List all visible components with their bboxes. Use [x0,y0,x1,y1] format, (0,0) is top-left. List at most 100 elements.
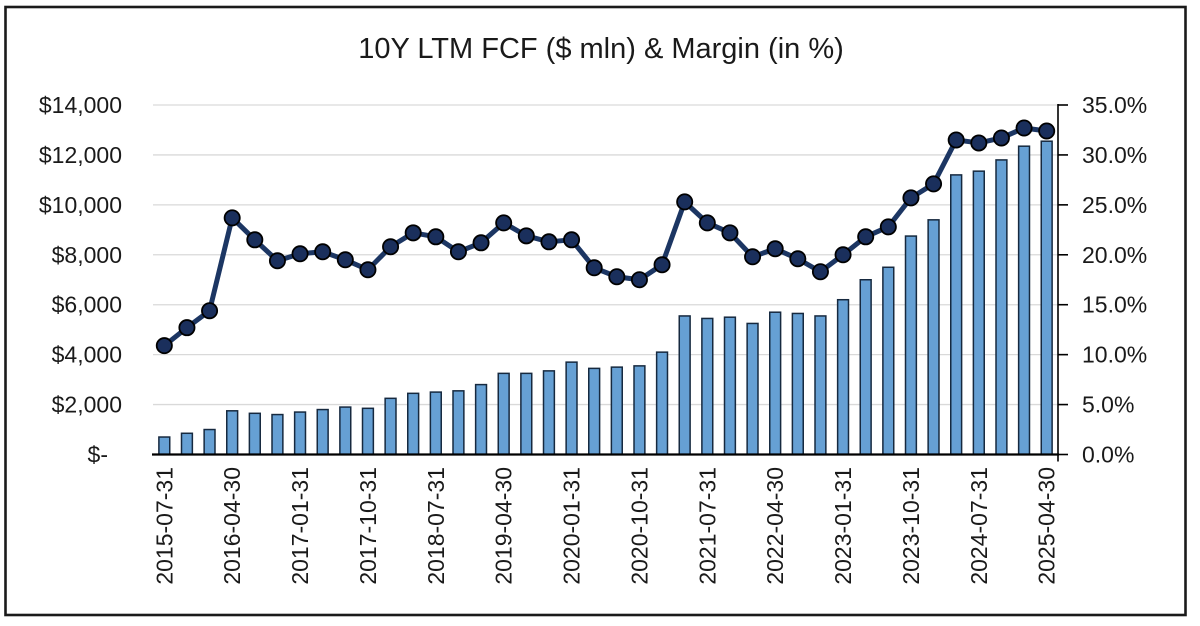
fcf-bar [316,408,329,456]
margin-line-marker [721,224,739,242]
fcf-bar [497,372,510,456]
margin-line-marker [1015,119,1033,137]
fcf-bar [927,219,940,456]
margin-line-marker [382,238,400,256]
fcf-bar [588,367,601,456]
right-axis-tick-label: 25.0% [1082,192,1147,218]
margin-line-marker [404,224,422,242]
margin-line-marker [449,243,467,261]
margin-line-marker [246,231,264,249]
fcf-bar [293,411,307,456]
fcf-bar [1040,140,1053,456]
x-axis-tick-label: 2015-07-31 [151,467,177,585]
x-axis-tick-label: 2024-07-31 [966,467,992,585]
margin-line-marker [1038,122,1056,140]
fcf-bar [655,351,669,456]
right-axis-tick-label: 35.0% [1082,92,1147,118]
margin-line-marker [517,227,535,245]
x-axis-tick-label: 2025-04-30 [1034,467,1060,585]
fcf-bar [158,436,171,456]
fcf-bar [950,174,963,456]
margin-line-marker [155,337,173,355]
margin-line-marker [811,263,829,281]
right-axis-tick-label: 15.0% [1082,292,1147,318]
left-axis-tick-label: $2,000 [52,392,122,418]
margin-line-marker [472,234,490,252]
right-axis-tick-label: 5.0% [1082,392,1134,418]
fcf-bar [746,322,759,456]
x-axis-tick-label: 2017-01-31 [287,467,313,585]
fcf-bar [1017,145,1031,456]
fcf-bar [384,397,397,456]
fcf-bar [429,391,442,456]
left-axis-tick-label: $4,000 [52,342,122,368]
right-axis-tick-label: 10.0% [1082,342,1147,368]
x-axis-tick-label: 2021-07-31 [694,467,720,585]
margin-line-marker [540,233,558,251]
fcf-bar [701,317,714,456]
fcf-bar [339,406,352,456]
right-axis-tick-label: 0.0% [1082,442,1134,468]
fcf-bar [678,315,691,456]
margin-line-marker [585,259,603,277]
margin-line-marker [223,209,241,227]
fcf-bar [995,159,1008,456]
axis-layer [152,104,1068,462]
x-axis-tick-label: 2017-10-31 [355,467,381,585]
left-axis-tick-label: $- [88,442,108,468]
left-axis-tick-label: $6,000 [52,292,122,318]
margin-line-marker [427,228,445,246]
chart-border [4,5,1187,617]
fcf-bar [859,279,872,456]
margin-line-marker [630,271,648,289]
x-axis-tick-label: 2016-04-30 [219,467,245,585]
margin-line-marker [992,129,1010,147]
axis-label-layer: $- $2,000 $4,000 $6,000 $8,000 $10,000 $12,000… [39,92,1147,585]
margin-line-marker [925,175,943,193]
left-axis-tick-label: $12,000 [39,142,122,168]
margin-line-marker [789,250,807,268]
margin-line-marker [970,134,988,152]
fcf-bar [723,316,737,456]
fcf-bar [542,370,556,456]
margin-line-marker [879,218,897,236]
margin-line-marker [359,261,377,279]
margin-line-marker [314,243,332,261]
x-axis-tick-label: 2019-04-30 [491,467,517,585]
margin-line-marker [744,248,762,266]
margin-line [161,125,1050,349]
fcf-bar [452,390,465,456]
fcf-bar [882,266,895,456]
margin-line-marker [178,319,196,337]
fcf-bar [814,315,827,456]
fcf-bar [633,365,646,456]
margin-line-marker [698,214,716,232]
left-axis-tick-label: $14,000 [39,92,122,118]
left-axis-tick-label: $8,000 [52,242,122,268]
line-series-layer [155,119,1056,355]
margin-line-marker [495,214,513,232]
fcf-bar [836,298,850,456]
fcf-bar [226,410,239,456]
margin-line-marker [857,228,875,246]
fcf-bar [520,372,533,456]
fcf-bar [203,428,216,456]
x-axis-tick-label: 2020-01-31 [559,467,585,585]
left-axis-tick-label: $10,000 [39,192,122,218]
x-axis-tick-label: 2020-10-31 [626,467,652,585]
x-axis-tick-label: 2023-01-31 [830,467,856,585]
bar-series-layer [158,140,1053,456]
fcf-bar [972,170,985,456]
fcf-bar [610,366,623,456]
fcf-bar [565,361,578,456]
x-axis-tick-label: 2018-07-31 [423,467,449,585]
fcf-bar [407,392,420,456]
right-axis-tick-label: 30.0% [1082,142,1147,168]
x-axis-tick-label: 2023-10-31 [898,467,924,585]
fcf-bar [180,432,194,456]
right-axis-tick-label: 20.0% [1082,242,1147,268]
margin-line-marker [336,251,354,269]
margin-line-marker [834,246,852,264]
